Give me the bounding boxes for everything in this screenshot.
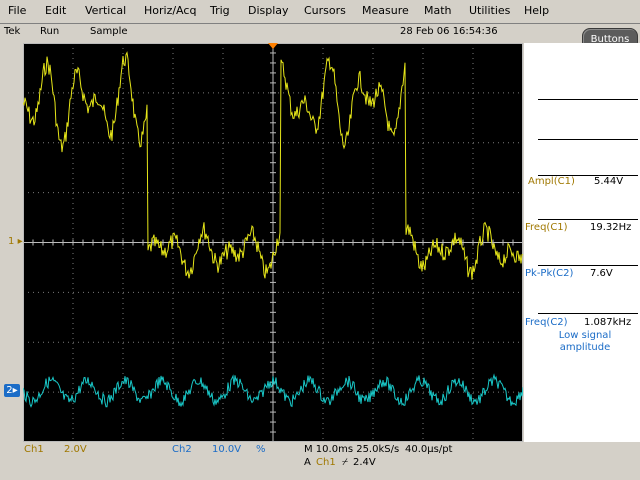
meas-4-value: 1.087kHz <box>584 317 632 328</box>
menu-trig[interactable]: Trig <box>210 4 230 17</box>
ch1-waveform <box>23 51 523 280</box>
meas-slot-empty-1 <box>538 99 638 101</box>
menu-vertical[interactable]: Vertical <box>85 4 127 17</box>
trigger-source[interactable]: Ch1 <box>316 457 336 468</box>
low-signal-note: Low signal amplitude <box>558 330 612 353</box>
ch2-scale[interactable]: 10.0V <box>212 444 242 455</box>
trigger-slope-icon: ⌿ <box>342 457 348 468</box>
menu-bar: File Edit Vertical Horiz/Acq Trig Displa… <box>0 0 640 24</box>
meas-divider <box>538 313 638 314</box>
menu-display[interactable]: Display <box>248 4 289 17</box>
meas-1-label[interactable]: Ampl(C1) <box>528 176 575 187</box>
menu-cursors[interactable]: Cursors <box>304 4 346 17</box>
arrow-right-icon: ▸ <box>17 236 23 247</box>
graticule-svg <box>23 43 523 442</box>
ch1-scale[interactable]: 2.0V <box>64 444 87 455</box>
meas-3-value: 7.6V <box>590 268 613 279</box>
datetime: 28 Feb 06 16:54:36 <box>400 26 498 37</box>
ch1-readout-label[interactable]: Ch1 <box>24 444 44 455</box>
meas-3-label[interactable]: Pk-Pk(C2) <box>525 268 574 279</box>
ch2-marker-label: 2 <box>6 385 13 396</box>
menu-edit[interactable]: Edit <box>45 4 67 17</box>
menu-horiz-acq[interactable]: Horiz/Acq <box>144 4 197 17</box>
per-point-readout: 40.0µs/pt <box>405 444 453 455</box>
ch1-ground-marker[interactable]: 1 ▸ <box>8 236 23 247</box>
brand-label: Tek <box>4 26 21 37</box>
measurement-panel: Ampl(C1) 5.44V Freq(C1) 19.32Hz Pk-Pk(C2… <box>524 43 640 442</box>
ch2-ground-marker[interactable]: 2 ▸ <box>4 384 20 397</box>
menu-help[interactable]: Help <box>524 4 550 17</box>
meas-slot-empty-2 <box>538 139 638 141</box>
meas-4-label[interactable]: Freq(C2) <box>525 317 568 328</box>
meas-2-label[interactable]: Freq(C1) <box>525 222 568 233</box>
horizontal-readout[interactable]: M 10.0ms 25.0kS/s <box>304 444 400 455</box>
ch2-readout-label[interactable]: Ch2 <box>172 444 192 455</box>
meas-1-value: 5.44V <box>594 176 624 187</box>
meas-divider <box>538 175 638 176</box>
menu-measure[interactable]: Measure <box>362 4 409 17</box>
meas-2-value: 19.32Hz <box>590 222 632 233</box>
acq-mode: Sample <box>90 26 128 37</box>
trigger-level[interactable]: 2.4V <box>353 457 376 468</box>
waveform-display[interactable] <box>23 43 523 442</box>
trigger-position-icon <box>268 43 278 49</box>
bandwidth-limit-icon: % <box>256 444 266 455</box>
run-state: Run <box>40 26 60 37</box>
meas-divider <box>538 265 638 266</box>
status-line: Tek Run Sample 28 Feb 06 16:54:36 <box>0 24 640 42</box>
menu-math[interactable]: Math <box>424 4 452 17</box>
menu-utilities[interactable]: Utilities <box>469 4 511 17</box>
bottom-readouts: Ch1 2.0V Ch2 10.0V % M 10.0ms 25.0kS/s 4… <box>0 442 640 480</box>
ch2-waveform <box>23 373 523 408</box>
ch1-marker-label: 1 <box>8 236 15 247</box>
meas-divider <box>538 219 638 220</box>
trigger-prefix: A <box>304 457 311 468</box>
menu-file[interactable]: File <box>8 4 27 17</box>
